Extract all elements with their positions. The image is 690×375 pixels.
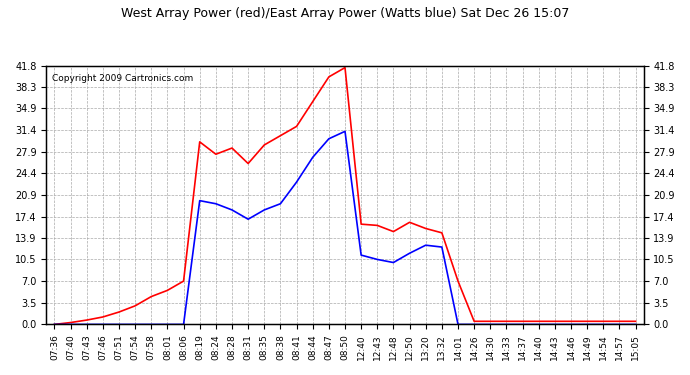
Text: Copyright 2009 Cartronics.com: Copyright 2009 Cartronics.com [52,74,194,82]
Text: West Array Power (red)/East Array Power (Watts blue) Sat Dec 26 15:07: West Array Power (red)/East Array Power … [121,8,569,21]
